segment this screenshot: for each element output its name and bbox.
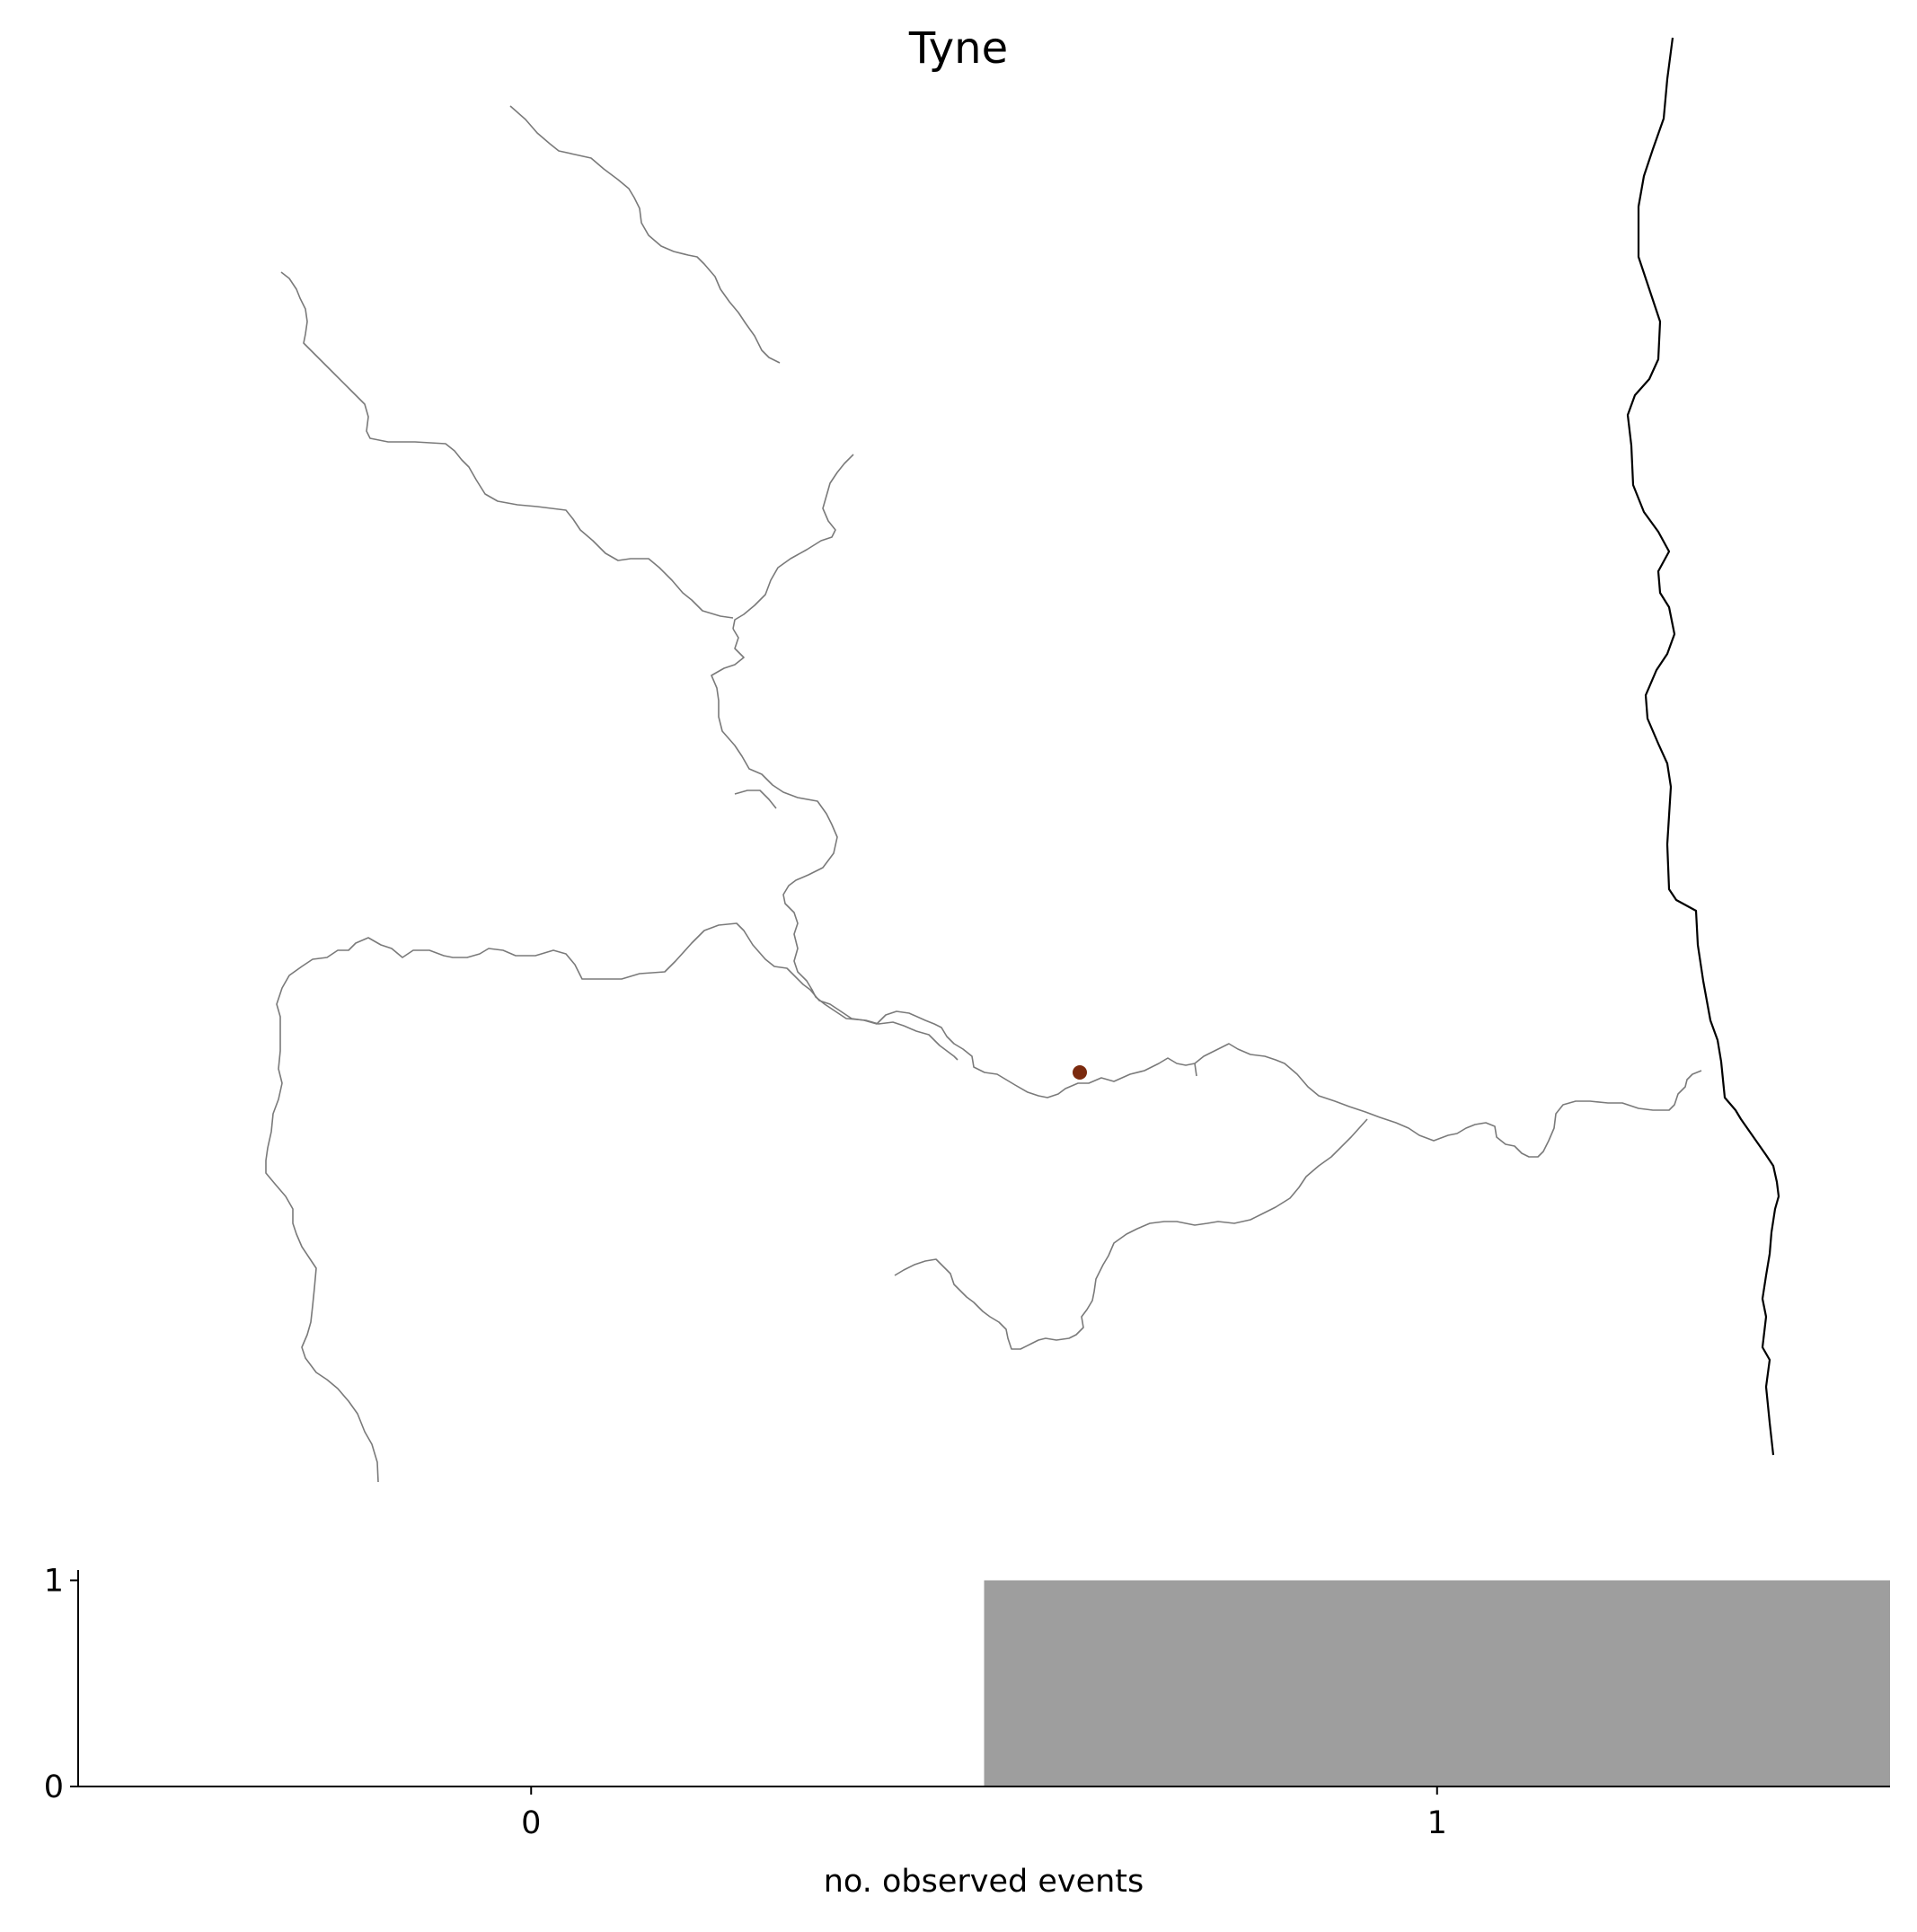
river-tributary-north-east [732,454,854,630]
y-ticks: 01 [44,1563,78,1805]
x-tick-label: 0 [521,1805,541,1841]
river-south-tributary [894,1118,1368,1350]
river-branch-short [734,790,777,809]
x-axis-label: no. observed events [824,1864,1144,1900]
river-tributary-northwest [280,271,734,619]
river-junction-stub [1194,1063,1197,1077]
river-west-loop [265,922,1702,1483]
observation-site-marker [1073,1065,1087,1080]
river-north-main [711,628,958,1061]
bar-1 [984,1580,1890,1786]
map-title: Tyne [908,23,1008,74]
coastline [1626,37,1780,1456]
river-map [265,37,1780,1483]
y-tick-label: 0 [44,1769,64,1805]
x-tick-label: 1 [1427,1805,1447,1841]
y-tick-label: 1 [44,1563,64,1599]
river-tributary-north [509,105,781,364]
bars [984,1580,1890,1786]
